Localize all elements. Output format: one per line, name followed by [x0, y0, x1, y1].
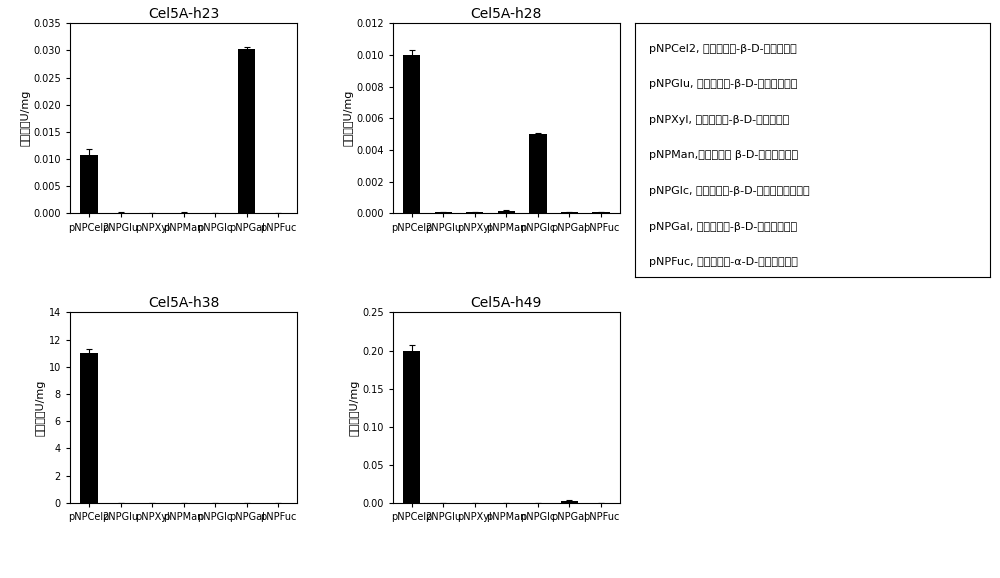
- Text: pNPXyl, 对硝基苯基-β-D-吵啗木糖苷: pNPXyl, 对硝基苯基-β-D-吵啗木糖苷: [649, 115, 789, 125]
- Y-axis label: 比酶活，U/mg: 比酶活，U/mg: [343, 90, 353, 146]
- Y-axis label: 比酶活，U/mg: 比酶活，U/mg: [36, 380, 46, 436]
- Bar: [435, 212, 452, 213]
- Bar: [80, 155, 98, 213]
- Title: Cel5A-h28: Cel5A-h28: [471, 6, 542, 21]
- Text: pNPFuc, 对硝基苯基-α-D-吵啗岩藻糖苷: pNPFuc, 对硝基苯基-α-D-吵啗岩藻糖苷: [649, 257, 798, 267]
- Title: Cel5A-h49: Cel5A-h49: [471, 296, 542, 310]
- Bar: [561, 501, 578, 503]
- Text: pNPGlu, 对硝基苯基-β-D-吵啗葡萄糖苷: pNPGlu, 对硝基苯基-β-D-吵啗葡萄糖苷: [649, 79, 798, 89]
- Text: pNPCel2, 对硝基苯基-β-D-纤维二糖苷: pNPCel2, 对硝基苯基-β-D-纤维二糖苷: [649, 43, 797, 54]
- Bar: [238, 49, 255, 213]
- Bar: [403, 351, 420, 503]
- Bar: [466, 212, 483, 213]
- Bar: [561, 212, 578, 213]
- Bar: [80, 353, 98, 503]
- Bar: [498, 210, 515, 213]
- Bar: [403, 55, 420, 213]
- Title: Cel5A-h38: Cel5A-h38: [148, 296, 219, 310]
- Title: Cel5A-h23: Cel5A-h23: [148, 6, 219, 21]
- Text: pNPGal, 对硝基苯基-β-D-吵啗半乳糖苷: pNPGal, 对硝基苯基-β-D-吵啗半乳糖苷: [649, 221, 797, 232]
- Bar: [529, 134, 547, 213]
- Text: pNPGlc, 对硝基苯基-β-D-吵啗葡萄糖醇酸苷: pNPGlc, 对硝基苯基-β-D-吵啗葡萄糖醇酸苷: [649, 186, 810, 196]
- Bar: [592, 212, 610, 213]
- Y-axis label: 比酶活，U/mg: 比酶活，U/mg: [349, 380, 359, 436]
- Y-axis label: 比酶活，U/mg: 比酶活，U/mg: [20, 90, 30, 146]
- Text: pNPMan,对硝基苯基 β-D-吵啗甘露糖苷: pNPMan,对硝基苯基 β-D-吵啗甘露糖苷: [649, 150, 798, 160]
